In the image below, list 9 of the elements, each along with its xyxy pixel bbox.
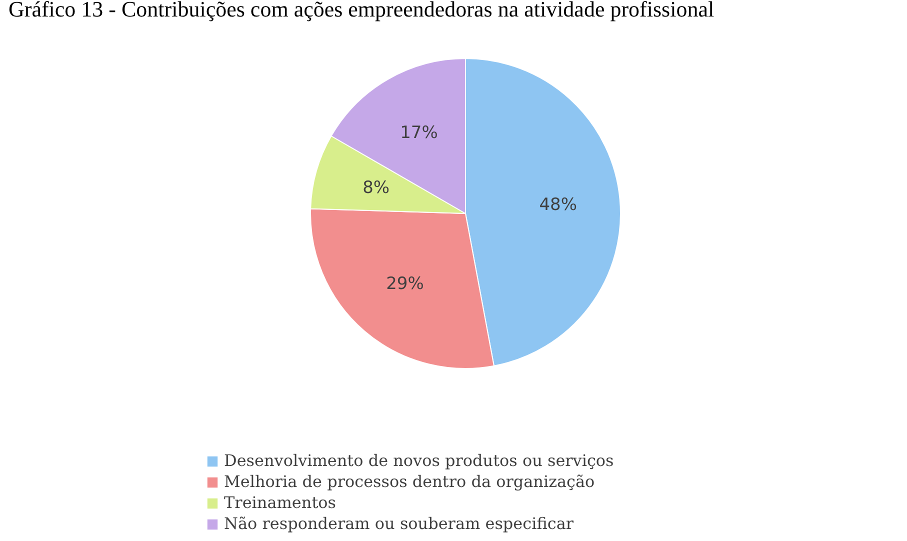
data-label: 29% [386, 274, 424, 294]
chart-title: Gráfico 13 - Contribuições com ações empreendedoras na atividade profissional [8, 0, 714, 22]
data-label: 8% [362, 178, 390, 198]
legend-label: Não responderam ou souberam especificar [224, 514, 574, 533]
legend-label: Treinamentos [224, 493, 336, 512]
data-label: 17% [400, 122, 438, 143]
data-label: 48% [539, 194, 578, 215]
legend-label: Melhoria de processos dentro da organização [224, 472, 595, 491]
legend-label: Desenvolvimento de novos produtos ou serviços [224, 451, 614, 470]
